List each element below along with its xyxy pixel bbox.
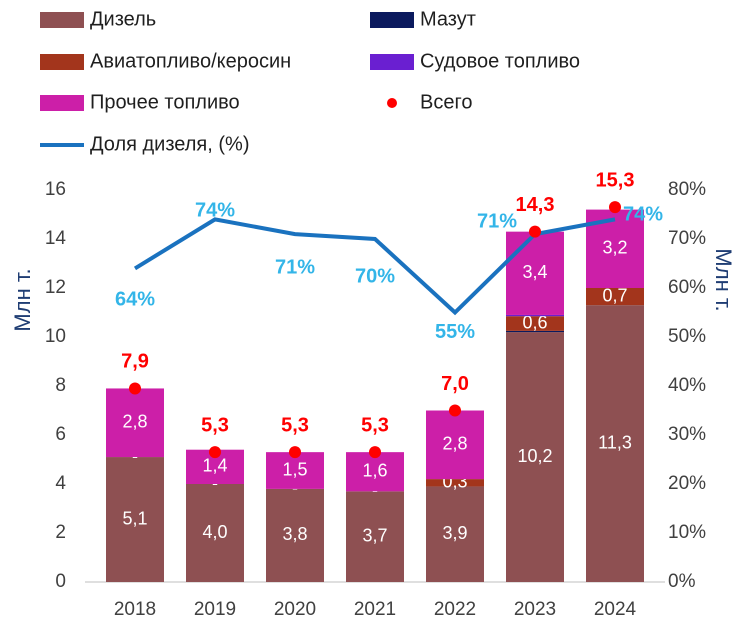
bar-segment [266,452,324,489]
legend-label: Всего [420,91,472,113]
bar-value-label: 3,7 [362,525,387,545]
total-label: 5,3 [201,414,229,436]
share-label: 74% [623,204,663,226]
bar-segment [586,305,644,582]
share-label: 55% [435,321,475,343]
y-tick-label: 8 [55,375,66,396]
y-tick-label: 6 [55,424,66,445]
share-label: 71% [477,210,517,232]
bar-segment [586,288,644,306]
bar-segment [266,488,324,582]
legend-swatch [40,54,84,70]
total-dot [529,225,541,238]
x-tick-label: 2024 [594,599,637,620]
legend-label: Мазут [420,8,476,30]
share-label: 64% [115,289,155,311]
legend-label: Авиатопливо/керосин [90,50,291,72]
bar-value-label: 0,7 [602,285,627,305]
y2-tick-label: 10% [668,522,706,543]
bar-segment [506,316,564,331]
y2-tick-label: 0% [668,571,696,592]
bar-segment [506,330,564,333]
y-tick-label: 2 [55,522,66,543]
y2-tick-label: 30% [668,424,706,445]
y-tick-label: 16 [45,179,66,200]
legend-swatch [40,12,84,28]
share-label: 74% [195,200,235,222]
bar-segment [186,484,244,582]
total-label: 15,3 [596,169,635,191]
y-tick-label: 12 [45,277,66,298]
bar-value-label: 5,1 [122,508,147,528]
total-label: 5,3 [361,414,389,436]
bar-value-label: 3,2 [602,238,627,258]
y2-axis-label: Млн т. [711,248,736,311]
x-tick-label: 2023 [514,599,556,620]
bar-value-label: 4,0 [202,522,227,542]
x-tick-label: 2021 [354,599,396,620]
legend-swatch [370,12,414,28]
x-tick-label: 2019 [194,599,236,620]
total-dot [609,201,621,214]
legend-swatch [387,98,397,108]
bar-value-label: 3,4 [522,262,547,282]
y-tick-label: 4 [55,473,66,494]
bar-segment [426,410,484,480]
bar-value-label: 2,8 [122,412,147,432]
x-tick-label: 2018 [114,599,156,620]
y2-tick-label: 40% [668,375,706,396]
total-label: 14,3 [516,194,555,216]
y2-tick-label: 80% [668,179,706,200]
bar-segment [346,491,404,582]
y-tick-label: 0 [55,571,66,592]
bar-segment [346,452,404,492]
bar-value-label: 3,9 [442,523,467,543]
total-dot [129,382,141,395]
bar-segment [506,332,564,582]
bar-value-label: 1,4 [202,456,227,476]
legend-label: Прочее топливо [90,91,240,113]
bar-segment [106,457,164,582]
legend-swatch [370,54,414,70]
y2-tick-label: 70% [668,228,706,249]
bar-value-label: 10,2 [517,446,552,466]
y2-tick-label: 20% [668,473,706,494]
bar-value-label: 3,8 [282,524,307,544]
legend-swatch [40,95,84,111]
legend-label: Доля дизеля, (%) [90,133,249,155]
bar-value-label: 1,6 [362,461,387,481]
x-tick-label: 2020 [274,599,316,620]
y-tick-label: 14 [45,228,67,249]
x-tick-label: 2022 [434,599,476,620]
total-label: 7,0 [441,373,469,395]
total-label: 5,3 [281,414,309,436]
share-label: 70% [355,265,395,287]
bar-segment [426,479,484,487]
y-axis-label: Млн т. [10,268,35,331]
bar-value-label: 0,6 [522,312,547,332]
y2-tick-label: 50% [668,326,706,347]
y-tick-label: 10 [45,326,66,347]
total-dot [449,404,461,417]
bar-segment [506,314,564,317]
y2-tick-label: 60% [668,277,706,298]
bar-value-label: 11,3 [598,432,632,452]
bar-value-label: 1,5 [282,459,307,479]
total-dot [209,446,221,459]
bar-value-label: 2,8 [442,434,467,454]
bar-segment [106,388,164,458]
total-dot [289,446,301,459]
total-dot [369,446,381,459]
share-label: 71% [275,256,315,278]
legend-label: Судовое топливо [420,50,580,72]
bar-segment [426,486,484,582]
legend-label: Дизель [90,8,156,30]
total-label: 7,9 [121,351,149,373]
bar-segment [506,231,564,315]
